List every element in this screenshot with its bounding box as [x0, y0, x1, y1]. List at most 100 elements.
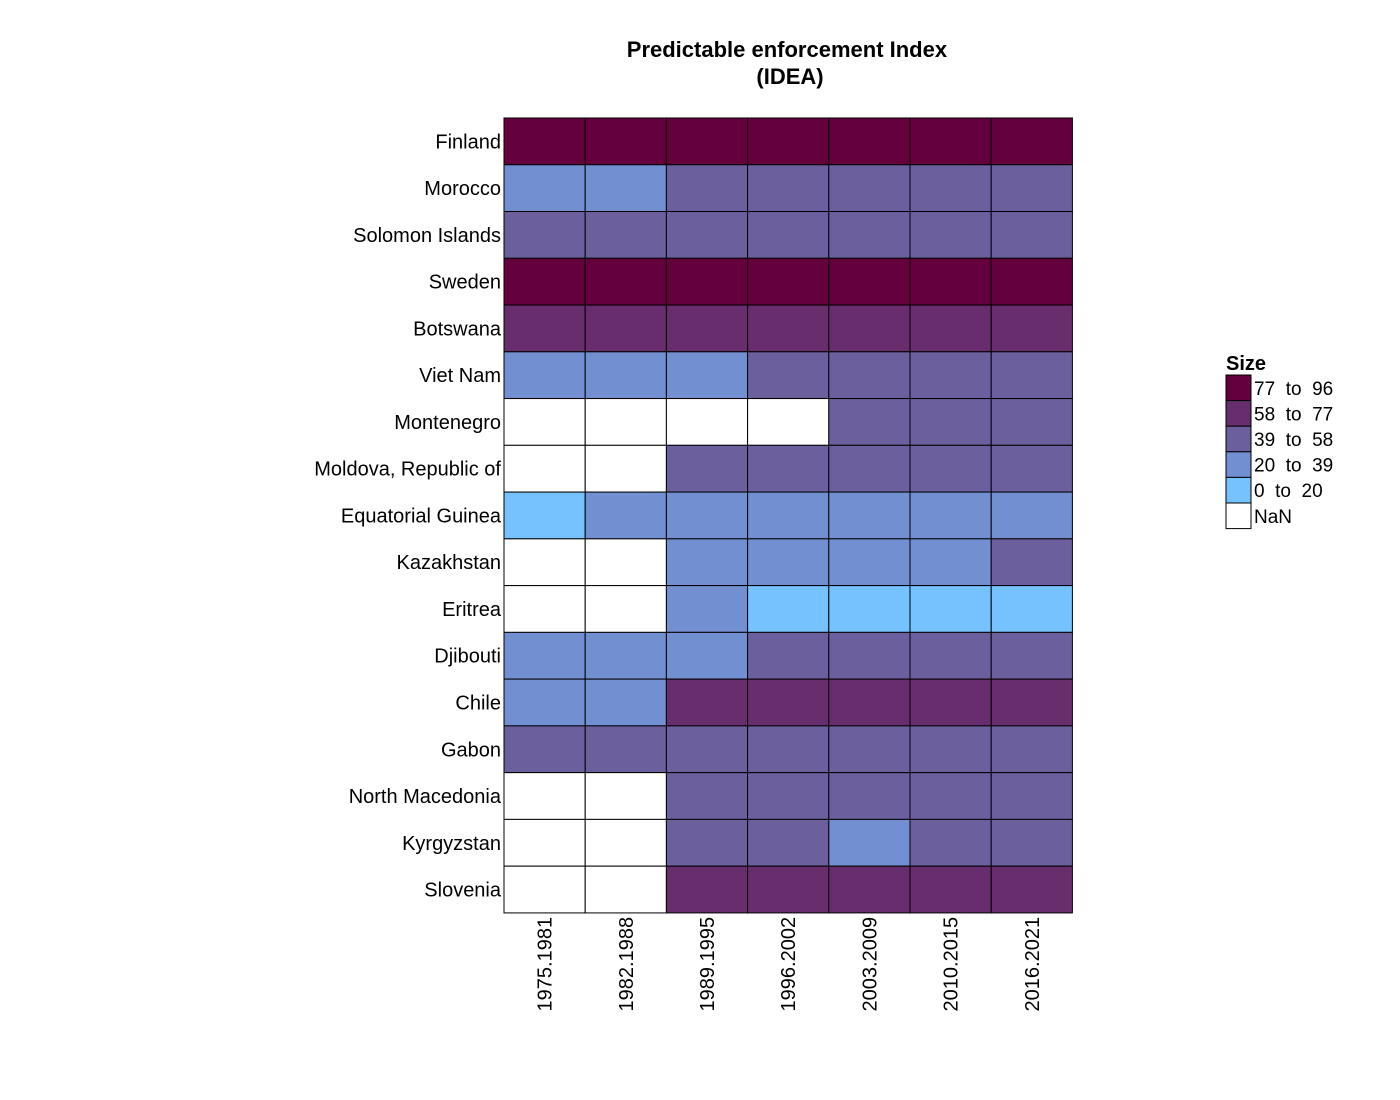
heatmap-cell: [503, 678, 586, 727]
row-label: Botswana: [413, 318, 502, 340]
row-label: Equatorial Guinea: [341, 505, 502, 527]
heatmap-cell: [828, 818, 911, 867]
heatmap-cell: [828, 211, 911, 259]
heatmap-cell: [747, 678, 830, 727]
heatmap-cell: [909, 211, 992, 259]
heatmap-cell: [584, 538, 667, 587]
row-label: North Macedonia: [349, 786, 502, 808]
heatmap-cell: [503, 585, 586, 633]
chart-title: Predictable enforcement Index (IDEA): [627, 37, 953, 89]
heatmap-cell: [747, 304, 830, 353]
heatmap-cell: [665, 538, 749, 587]
heatmap-cell: [747, 725, 830, 774]
row-label: Eritrea: [442, 599, 502, 621]
heatmap-cell: [909, 444, 992, 493]
heatmap-cell: [665, 398, 749, 446]
row-label: Finland: [435, 131, 501, 153]
heatmap-cell: [503, 538, 586, 587]
heatmap-cell: [584, 491, 667, 540]
heatmap-cell: [909, 538, 992, 587]
heatmap-cell: [665, 257, 749, 306]
heatmap-cell: [584, 304, 667, 353]
heatmap-cell: [990, 398, 1073, 446]
row-label: Gabon: [441, 739, 501, 761]
heatmap-cell: [665, 117, 749, 166]
legend: Size 77 to 96 58 to 77 39 to 58 20 to 39 0 t…: [1225, 353, 1333, 530]
heatmap-cell: [990, 585, 1073, 633]
heatmap-cell: [584, 725, 667, 774]
heatmap-cell: [503, 117, 586, 166]
heatmap-cell: [665, 444, 749, 493]
column-label: 1975.1981: [535, 917, 557, 1012]
heatmap-cell: [503, 351, 586, 400]
heatmap-cell: [503, 491, 586, 540]
heatmap-cell: [747, 211, 830, 259]
heatmap-cell: [665, 351, 749, 400]
heatmap-cell: [503, 631, 586, 680]
row-label: Sweden: [429, 272, 501, 294]
heatmap-cell: [503, 865, 586, 914]
legend-swatch: [1225, 374, 1252, 402]
heatmap-cell: [828, 117, 911, 166]
legend-swatch: [1225, 451, 1252, 478]
heatmap-cell: [909, 257, 992, 306]
legend-label: 77 to 96: [1254, 379, 1333, 400]
heatmap-cell: [503, 772, 586, 820]
heatmap-cell: [828, 444, 911, 493]
heatmap-cell: [747, 585, 830, 633]
heatmap-cell: [909, 117, 992, 166]
heatmap-cell: [828, 491, 911, 540]
row-label: Morocco: [424, 178, 501, 200]
row-label: Slovenia: [424, 880, 502, 902]
heatmap-cell: [584, 678, 667, 727]
heatmap-cell: [665, 865, 749, 914]
heatmap-cell: [584, 444, 667, 493]
chart-title-line-2: (IDEA): [756, 64, 823, 89]
legend-label: NaN: [1254, 507, 1292, 528]
row-label: Moldova, Republic of: [314, 459, 501, 481]
legend-swatch: [1225, 476, 1252, 504]
heatmap-cell: [665, 585, 749, 633]
heatmap-cell: [990, 444, 1073, 493]
heatmap-cells: [503, 117, 1073, 914]
heatmap-cell: [990, 304, 1073, 353]
heatmap-cell: [828, 398, 911, 446]
heatmap-cell: [584, 164, 667, 213]
column-label: 1996.2002: [778, 917, 800, 1012]
heatmap-cell: [990, 257, 1073, 306]
row-label: Kazakhstan: [396, 552, 501, 574]
legend-swatch: [1225, 425, 1252, 453]
heatmap-cell: [828, 304, 911, 353]
heatmap-cell: [747, 257, 830, 306]
heatmap-cell: [828, 725, 911, 774]
row-label: Solomon Islands: [353, 225, 501, 247]
heatmap-cell: [909, 631, 992, 680]
heatmap-cell: [909, 304, 992, 353]
heatmap-cell: [747, 117, 830, 166]
legend-label: 39 to 58: [1254, 430, 1333, 451]
chart-title-line-1: Predictable enforcement Index: [627, 37, 948, 62]
heatmap-cell: [990, 351, 1073, 400]
column-label: 1989.1995: [697, 917, 719, 1012]
heatmap-cell: [665, 211, 749, 259]
heatmap-cell: [990, 772, 1073, 820]
heatmap-cell: [909, 678, 992, 727]
column-label: 2003.2009: [859, 917, 881, 1012]
heatmap-cell: [584, 631, 667, 680]
heatmap-cell: [584, 398, 667, 446]
heatmap-cell: [747, 865, 830, 914]
heatmap-cell: [828, 257, 911, 306]
heatmap-cell: [503, 211, 586, 259]
heatmap-cell: [747, 772, 830, 820]
heatmap-cell: [584, 351, 667, 400]
heatmap-cell: [665, 631, 749, 680]
heatmap-cell: [665, 304, 749, 353]
heatmap-cell: [909, 865, 992, 914]
heatmap-cell: [747, 398, 830, 446]
heatmap-cell: [747, 164, 830, 213]
heatmap-cell: [747, 631, 830, 680]
heatmap-cell: [747, 538, 830, 587]
heatmap-cell: [990, 818, 1073, 867]
heatmap-cell: [503, 164, 586, 213]
